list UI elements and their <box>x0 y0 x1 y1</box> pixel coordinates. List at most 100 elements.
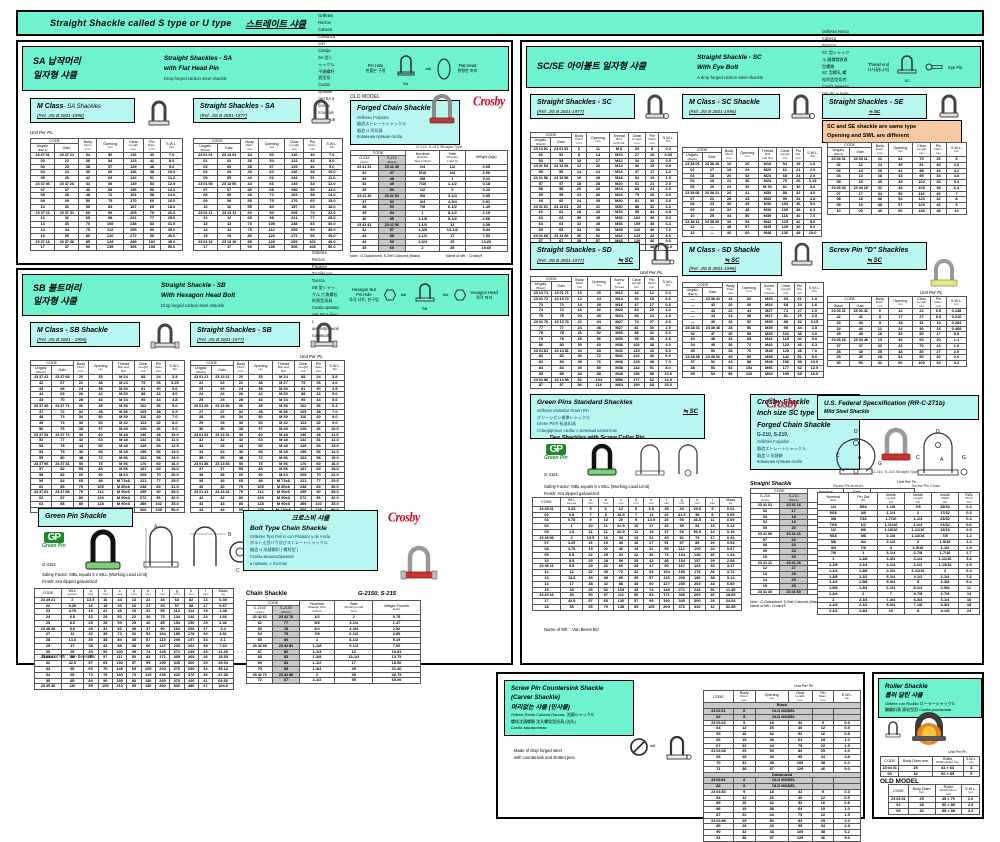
table-cell: 55 × 88 <box>934 807 963 815</box>
table-row: 05 15 30 45 102 36 5.4 <box>826 179 968 186</box>
straight-shackle-title: Straight Shackle <box>750 481 792 487</box>
table-row: —43 22 44 M27 74 27 2.0 <box>681 307 825 315</box>
table-row: 87 87 56 116 M64 190 68 15.0 <box>530 382 678 390</box>
table-header: Body Diam mm <box>907 783 936 798</box>
table-row: 25 8.5 25 28 59 25 40 85 154 150 25 2.46 <box>34 619 234 627</box>
table-header: Pin Diam mm <box>644 131 660 148</box>
shackle-sc-illustration <box>640 92 670 124</box>
table-cell: 95 <box>82 683 99 691</box>
table-row: 29 29 36 54 M 42 123 42 9.0 <box>189 420 346 427</box>
green-pin-logo: GP Green Pin <box>42 532 66 549</box>
table-header: Body Diam. mm <box>240 137 259 154</box>
green-pin-safety: Safety Factor: MBL equals 6 x WLL (Worki… <box>42 572 148 584</box>
table-header: Pin diam mm <box>311 359 326 376</box>
shackle-sd-illustration <box>646 240 676 270</box>
table-subheader: Galv. <box>216 143 242 154</box>
table-header: Safe Working Load Tons <box>334 599 374 616</box>
table-header: Pin Dia (D) <box>848 491 878 506</box>
card-m-class-sd: M Class - SD Shackle ≒ SC (Ref. JIS B 28… <box>682 242 782 277</box>
table-row: 23 04 01 25 44 × 63 3 <box>879 764 980 772</box>
table-green-pin-standard: CODE WLL tonnes a mm b mm c mm d mm e mm f mm g mm h mm i mm… <box>532 497 742 611</box>
sb-banner-ko: SB 볼트머리 일자형 샤클 <box>33 282 82 307</box>
table-header: Pin Diam. mm <box>142 137 162 154</box>
crosby-logo: Crosby <box>473 92 505 109</box>
table-cell: 2-1/2 <box>298 677 336 685</box>
unit-label-crosby-inch: Unit Per Pc. <box>897 480 918 484</box>
green-pin-std-code: G-4151 <box>544 472 558 477</box>
table-countersink: CODE Body Diam. mm. Opening mm Clear Length mm Pi… <box>703 689 861 842</box>
table-row: 08 23 30 45 M36 103 36 5.0 <box>682 201 822 209</box>
table-cell: 136 <box>912 207 931 215</box>
table-cell: 10 <box>876 608 905 615</box>
table-subheader: Galv. <box>701 152 723 163</box>
table-row: 17 17 90 135 306 108 50.0 <box>193 244 344 252</box>
table-header: Body Diam mm <box>72 359 90 376</box>
table-cell: 100 <box>912 360 931 367</box>
table-header-code: CODE <box>192 137 242 145</box>
table-cell: 23 45 36 <box>34 683 62 691</box>
table-cell: 376 <box>673 603 690 611</box>
table-cell: 46 <box>811 834 835 842</box>
table-cell: 50.0 <box>160 244 183 252</box>
table-row: 10 30 55 83 187 65 18.0 <box>29 203 183 211</box>
note-sc-se: SC and SE shackle are same type Opening … <box>822 120 962 144</box>
table-cell: 60 <box>377 244 406 252</box>
card-m-class-sa: M Class- SA Shackles (Ref. JIS B 2801-19… <box>30 98 135 124</box>
table-row: 91 38 57 129 46 9.0 <box>703 834 861 842</box>
table-cell: 34 <box>930 360 947 367</box>
old-model-label: OLD MODEL <box>350 94 380 100</box>
table-row: 1-3/8 1-1/2 5-1/4 4-1/2 2-1/4 7.6 <box>816 573 981 581</box>
table-header: S.W.L. Ton <box>160 137 183 154</box>
shackle-sc-icon: SC <box>894 52 920 83</box>
card-straight-sc: Straight Shackles - SC (Ref. JIS B 2801-… <box>530 94 635 120</box>
table-row: 33 48 3/8 1 0.11 <box>350 175 509 183</box>
table-row: 02 02 36 54 123 42 8.0 <box>193 157 344 165</box>
table-cell: 10 <box>826 207 851 215</box>
green-pin-mfr: Name of Mfr : Van Beest BV <box>42 654 96 659</box>
table-row: 23 38 11 23 38 26 36 54 M42 123 42 8.0 <box>682 218 822 226</box>
crosby-bolt-shackle-illustration <box>398 542 440 588</box>
table-row: 15 15 80 120 272 96 40.0 <box>193 232 344 240</box>
table-cell: M64 <box>759 371 779 378</box>
table-cell: — <box>701 230 723 237</box>
table-header: Weight (kgs) <box>464 149 509 166</box>
table-header: i mm <box>704 497 721 507</box>
table-cell: 18 <box>532 603 561 611</box>
card-us-federal: U.S. Federal Specxification (RR-C-271b) … <box>817 395 979 421</box>
table-row: 10 20 40 60 136 48 10 <box>826 207 968 215</box>
table-header: S.W.L. ton <box>961 783 980 798</box>
page-title-en: Straight Shackle called S type or U type <box>50 18 232 28</box>
table-row: 18 55 65 70 145 65 105 203 376 330 32 32.85 <box>532 603 742 611</box>
table-header: Roller Width×Diam mm <box>931 756 964 766</box>
table-cell: 39 <box>681 371 704 378</box>
table-row: 13 13 70 105 238 83 30.0 <box>193 221 344 228</box>
table-header: Thread Bolt and Nut <box>111 359 136 376</box>
table-cell: 15.0 <box>658 382 678 390</box>
table-header-code: CODE <box>190 359 234 367</box>
table-header: Thread Bolt and Nut <box>271 359 296 376</box>
table-cell: 135 <box>257 244 286 252</box>
table-subheader: Galv. <box>54 143 80 154</box>
table-subheader: Ungalv. (Black) <box>193 143 218 154</box>
table-cell: 30 <box>826 360 851 367</box>
table-row: 79 79 28 56 M30 95 35 3.5 <box>530 336 678 343</box>
table-cell: 95 <box>126 683 142 691</box>
table-cell: 24 <box>957 608 981 615</box>
table-roller-old-model: CODE Body Diam mm Roller Width×Diam. mm S.W.L.… <box>888 783 980 815</box>
table-cell: 210 <box>111 683 128 691</box>
table-row: 23 38 31 23 38 46 28 56 M35 95 34 3.5 <box>681 324 825 332</box>
table-cell: 55 <box>559 603 584 611</box>
table-cell: 190 <box>777 371 795 378</box>
table-header: Nominal Shackle Size Inches <box>298 599 336 616</box>
unit-label-d: Unit Per Pc. <box>920 290 944 295</box>
table-subheader: S-215 (Black) <box>377 155 406 166</box>
svg-text:A: A <box>940 457 944 463</box>
table-cell: 03 <box>879 770 900 778</box>
table-row: 65 65 34 50 M39 116 40 7.0 <box>529 226 678 234</box>
table-header: Clear Length mm <box>627 275 646 292</box>
shackle-sa-illustration <box>142 96 176 130</box>
page-title-bar: Straight Shackle called S type or U type… <box>16 10 984 36</box>
panel-roller: Roller Shackle 롤러 달린 샤클 Grillete con Rod… <box>872 672 984 819</box>
